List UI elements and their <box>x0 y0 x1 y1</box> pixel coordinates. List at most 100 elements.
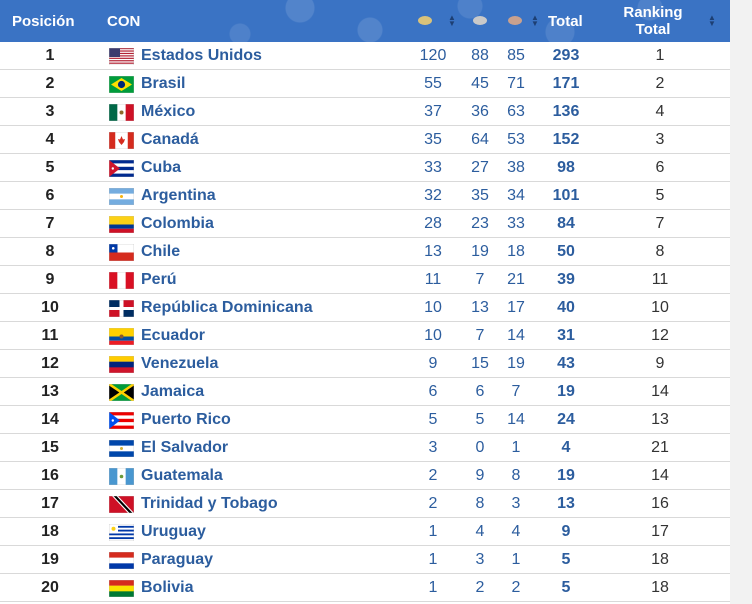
header-con[interactable]: CON <box>107 12 141 30</box>
silver-count: 5 <box>475 411 485 428</box>
table-row: 1 Estados Unidos 120 88 85 293 1 <box>0 42 730 70</box>
country-link[interactable]: Jamaica <box>141 383 205 400</box>
total-count: 171 <box>552 75 580 92</box>
table-row: 8 Chile 13 19 18 50 8 <box>0 238 730 266</box>
ranking-total: 5 <box>655 187 665 204</box>
silver-count: 4 <box>475 523 485 540</box>
country-link[interactable]: Ecuador <box>141 327 206 344</box>
gold-count: 28 <box>424 215 442 232</box>
bronze-count: 8 <box>511 467 521 484</box>
bronze-count: 1 <box>511 551 521 568</box>
country-link[interactable]: Estados Unidos <box>141 47 262 64</box>
gold-count: 1 <box>428 579 438 596</box>
sort-bronze-icon[interactable]: ▲ ▼ <box>531 13 539 28</box>
country-link[interactable]: Canadá <box>141 131 199 148</box>
gold-count: 2 <box>428 495 438 512</box>
country-link[interactable]: Cuba <box>141 159 181 176</box>
mexico-flag-icon <box>109 104 134 121</box>
uruguay-flag-icon <box>109 524 134 541</box>
silver-count: 0 <box>475 439 485 456</box>
position-cell: 20 <box>41 579 59 596</box>
country-link[interactable]: Trinidad y Tobago <box>141 495 278 512</box>
bronze-count: 2 <box>511 579 521 596</box>
table-row: 15 El Salvador 3 0 1 4 21 <box>0 434 730 462</box>
gold-count: 2 <box>428 467 438 484</box>
ecuador-flag-icon <box>109 328 134 345</box>
sort-gold-icon[interactable]: ▲ ▼ <box>448 13 456 28</box>
gold-count: 1 <box>428 551 438 568</box>
total-count: 43 <box>557 355 575 372</box>
country-link[interactable]: Argentina <box>141 187 216 204</box>
country-link[interactable]: Uruguay <box>141 523 206 540</box>
position-cell: 6 <box>45 187 55 204</box>
bronze-count: 38 <box>507 159 525 176</box>
gold-count: 5 <box>428 411 438 428</box>
silver-count: 8 <box>475 495 485 512</box>
country-link[interactable]: Bolivia <box>141 579 194 596</box>
total-count: 98 <box>557 159 575 176</box>
country-link[interactable]: Paraguay <box>141 551 214 568</box>
silver-count: 6 <box>475 383 485 400</box>
country-link[interactable]: Puerto Rico <box>141 411 231 428</box>
gold-count: 35 <box>424 131 442 148</box>
table-row: 9 Perú 11 7 21 39 11 <box>0 266 730 294</box>
country-link[interactable]: Chile <box>141 243 181 260</box>
country-link[interactable]: Perú <box>141 271 177 288</box>
gold-count: 10 <box>424 299 442 316</box>
table-row: 6 Argentina 32 35 34 101 5 <box>0 182 730 210</box>
silver-count: 45 <box>471 75 489 92</box>
total-count: 152 <box>552 131 580 148</box>
ranking-total: 13 <box>651 411 669 428</box>
gold-count: 6 <box>428 383 438 400</box>
table-row: 4 Canadá 35 64 53 152 3 <box>0 126 730 154</box>
table-row: 5 Cuba 33 27 38 98 6 <box>0 154 730 182</box>
country-link[interactable]: Venezuela <box>141 355 219 372</box>
gold-medal-icon <box>418 16 432 25</box>
country-link[interactable]: Colombia <box>141 215 214 232</box>
header-ranking-total[interactable]: Ranking Total <box>610 0 696 42</box>
ranking-total: 18 <box>651 551 669 568</box>
venezuela-flag-icon <box>109 356 134 373</box>
header-total[interactable]: Total <box>548 12 583 30</box>
silver-count: 13 <box>471 299 489 316</box>
total-count: 19 <box>557 467 575 484</box>
silver-count: 36 <box>471 103 489 120</box>
country-link[interactable]: República Dominicana <box>141 299 313 316</box>
bronze-count: 33 <box>507 215 525 232</box>
colombia-flag-icon <box>109 216 134 233</box>
scrollbar[interactable] <box>730 0 752 604</box>
total-count: 5 <box>561 579 571 596</box>
dominican-flag-icon <box>109 300 134 317</box>
paraguay-flag-icon <box>109 552 134 569</box>
bronze-count: 34 <box>507 187 525 204</box>
country-link[interactable]: México <box>141 103 196 120</box>
position-cell: 11 <box>41 327 59 344</box>
position-cell: 3 <box>45 103 55 120</box>
table-header: Posición CON ▲ ▼ ▲ ▼ Total Ranking Total ▲… <box>0 0 730 42</box>
country-link[interactable]: Guatemala <box>141 467 223 484</box>
position-cell: 18 <box>41 523 59 540</box>
ranking-total: 3 <box>655 131 665 148</box>
sort-ranking-icon[interactable]: ▲ ▼ <box>708 13 716 28</box>
header-position[interactable]: Posición <box>12 12 75 30</box>
country-link[interactable]: El Salvador <box>141 439 229 456</box>
position-cell: 14 <box>41 411 59 428</box>
position-cell: 19 <box>41 551 59 568</box>
ranking-total: 12 <box>651 327 669 344</box>
cuba-flag-icon <box>109 160 134 177</box>
bronze-medal-icon <box>508 16 522 25</box>
table-row: 3 México 37 36 63 136 4 <box>0 98 730 126</box>
position-cell: 8 <box>45 243 55 260</box>
ranking-total: 7 <box>655 215 665 232</box>
total-count: 136 <box>552 103 580 120</box>
position-cell: 10 <box>41 299 59 316</box>
guatemala-flag-icon <box>109 468 134 485</box>
bronze-count: 21 <box>507 271 525 288</box>
trinidad-flag-icon <box>109 496 134 513</box>
gold-count: 11 <box>424 271 442 288</box>
bolivia-flag-icon <box>109 580 134 597</box>
position-cell: 16 <box>41 467 59 484</box>
bronze-count: 1 <box>511 439 521 456</box>
country-link[interactable]: Brasil <box>141 75 186 92</box>
total-count: 5 <box>561 551 571 568</box>
